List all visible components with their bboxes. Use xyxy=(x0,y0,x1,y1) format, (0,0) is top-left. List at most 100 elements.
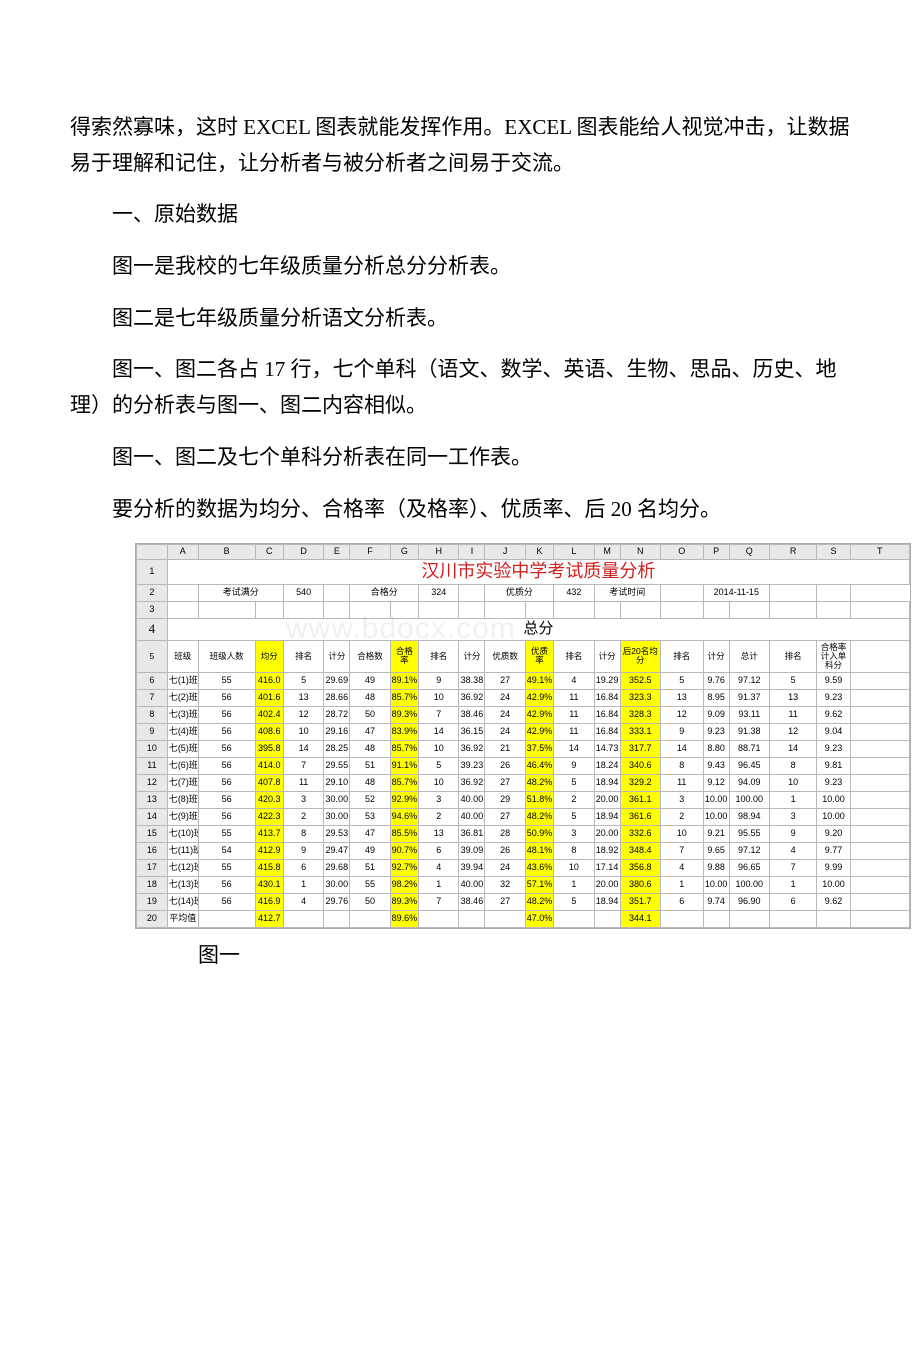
data-cell: 36.81 xyxy=(459,825,485,842)
data-cell: 9.43 xyxy=(703,757,729,774)
data-cell: 361.1 xyxy=(620,791,660,808)
data-cell: 402.4 xyxy=(255,706,283,723)
data-cell: 100.00 xyxy=(729,791,769,808)
data-cell: 七(8)班 xyxy=(167,791,198,808)
data-cell: 93.11 xyxy=(729,706,769,723)
data-cell: 2 xyxy=(419,808,459,825)
col-header: J xyxy=(485,545,525,560)
data-cell: 94.09 xyxy=(729,774,769,791)
data-cell: 5 xyxy=(554,774,594,791)
avg-cell xyxy=(729,910,769,927)
meta-value: 540 xyxy=(283,584,323,601)
avg-cell xyxy=(594,910,620,927)
data-cell: 49 xyxy=(350,672,390,689)
data-cell: 4 xyxy=(769,842,816,859)
data-cell: 90.7% xyxy=(390,842,418,859)
data-cell: 340.6 xyxy=(620,757,660,774)
data-cell: 14 xyxy=(283,740,323,757)
data-cell: 422.3 xyxy=(255,808,283,825)
data-cell: 98.2% xyxy=(390,876,418,893)
col-header: K xyxy=(525,545,553,560)
col-header: H xyxy=(419,545,459,560)
data-cell: 10 xyxy=(419,774,459,791)
avg-cell xyxy=(459,910,485,927)
data-cell: 11 xyxy=(660,774,703,791)
col-header: M xyxy=(594,545,620,560)
avg-cell xyxy=(817,910,850,927)
data-cell: 55 xyxy=(198,825,255,842)
data-cell: 28.25 xyxy=(324,740,350,757)
col-header: C xyxy=(255,545,283,560)
data-cell: 10 xyxy=(419,689,459,706)
data-cell: 55 xyxy=(198,672,255,689)
meta-value: 432 xyxy=(554,584,594,601)
data-cell: 七(2)班 xyxy=(167,689,198,706)
data-cell: 408.6 xyxy=(255,723,283,740)
data-cell: 26 xyxy=(485,757,525,774)
data-cell: 18.24 xyxy=(594,757,620,774)
data-cell: 48.1% xyxy=(525,842,553,859)
data-cell: 9 xyxy=(283,842,323,859)
data-cell: 16.84 xyxy=(594,689,620,706)
data-cell: 49.1% xyxy=(525,672,553,689)
data-cell: 1 xyxy=(660,876,703,893)
meta-label: 优质分 xyxy=(485,584,554,601)
data-cell: 七(7)班 xyxy=(167,774,198,791)
data-cell: 9.76 xyxy=(703,672,729,689)
data-cell: 92.7% xyxy=(390,859,418,876)
data-cell: 1 xyxy=(769,876,816,893)
column-header: 计分 xyxy=(703,640,729,672)
data-cell: 3 xyxy=(283,791,323,808)
column-header: 合格数 xyxy=(350,640,390,672)
data-cell: 11 xyxy=(554,706,594,723)
data-cell: 329.2 xyxy=(620,774,660,791)
data-cell: 415.8 xyxy=(255,859,283,876)
data-cell: 21 xyxy=(485,740,525,757)
data-cell: 89.1% xyxy=(390,672,418,689)
data-cell: 9.20 xyxy=(817,825,850,842)
data-cell: 395.8 xyxy=(255,740,283,757)
data-cell: 19.29 xyxy=(594,672,620,689)
data-cell: 416.0 xyxy=(255,672,283,689)
data-cell: 18.92 xyxy=(594,842,620,859)
data-cell: 9.62 xyxy=(817,893,850,910)
data-cell: 50 xyxy=(350,893,390,910)
data-cell: 3 xyxy=(554,825,594,842)
data-cell: 39.23 xyxy=(459,757,485,774)
data-cell: 29.47 xyxy=(324,842,350,859)
data-cell: 6 xyxy=(283,859,323,876)
data-cell: 98.94 xyxy=(729,808,769,825)
data-cell: 29.55 xyxy=(324,757,350,774)
data-cell: 348.4 xyxy=(620,842,660,859)
col-header: A xyxy=(167,545,198,560)
paragraph-6: 要分析的数据为均分、合格率（及格率）、优质率、后 20 名均分。 xyxy=(70,492,850,528)
corner-cell xyxy=(137,545,168,560)
data-cell: 14 xyxy=(554,740,594,757)
data-cell: 54 xyxy=(198,842,255,859)
data-cell: 18.94 xyxy=(594,808,620,825)
data-cell: 29.10 xyxy=(324,774,350,791)
data-cell: 七(11)班 xyxy=(167,842,198,859)
data-cell: 9 xyxy=(660,723,703,740)
data-cell: 36.92 xyxy=(459,689,485,706)
data-cell: 9.23 xyxy=(703,723,729,740)
data-cell: 88.71 xyxy=(729,740,769,757)
data-cell: 7 xyxy=(660,842,703,859)
data-cell: 6 xyxy=(660,893,703,910)
data-cell: 24 xyxy=(485,723,525,740)
data-cell: 56 xyxy=(198,791,255,808)
column-header: 优质率 xyxy=(525,640,553,672)
column-header: 班级人数 xyxy=(198,640,255,672)
column-header: 计分 xyxy=(324,640,350,672)
data-cell: 12 xyxy=(660,706,703,723)
data-cell: 36.15 xyxy=(459,723,485,740)
data-cell: 56 xyxy=(198,808,255,825)
column-header: 班级 xyxy=(167,640,198,672)
data-cell: 1 xyxy=(419,876,459,893)
data-cell: 10 xyxy=(419,740,459,757)
data-cell: 39.09 xyxy=(459,842,485,859)
data-cell: 2 xyxy=(660,808,703,825)
data-cell: 10 xyxy=(554,859,594,876)
data-cell: 407.8 xyxy=(255,774,283,791)
data-cell: 9.77 xyxy=(817,842,850,859)
